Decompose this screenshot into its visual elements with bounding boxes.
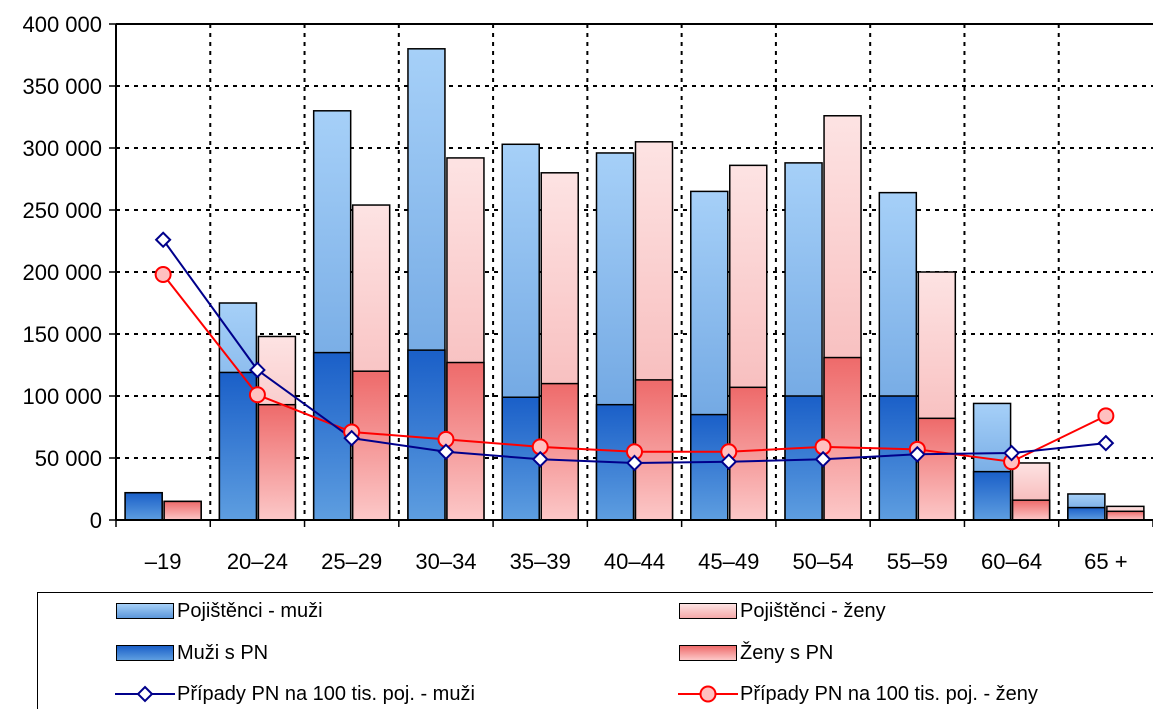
x-tick-label: –19 [145,549,182,574]
y-tick-label: 250 000 [22,198,102,223]
y-tick-label: 150 000 [22,322,102,347]
bar-pn-men [125,493,162,520]
x-tick-label: 45–49 [698,549,759,574]
chart: 0 50 000 100 000 150 000 200 000 250 000 300 0… [0,0,1153,592]
y-tick-label: 200 000 [22,260,102,285]
y-tick-label: 300 000 [22,136,102,161]
y-tick-label: 0 [90,508,102,533]
point-rate-women [250,387,265,402]
bar-pn-women [353,371,390,520]
point-rate-women [1098,408,1113,423]
legend-label-rate-men: Případy PN na 100 tis. poj. - muži [177,683,475,706]
x-tick-label: 40–44 [604,549,665,574]
bar-pn-women [824,358,861,520]
legend-item-ins-women: Pojištěnci - ženy [678,598,886,624]
x-tick-label: 65 + [1084,549,1127,574]
legend-item-pn-men: Muži s PN [115,640,268,666]
legend-label-pn-men: Muži s PN [177,642,268,665]
legend-item-rate-women: Případy PN na 100 tis. poj. - ženy [678,681,1038,707]
bar-pn-women [918,418,955,520]
x-tick-label: 30–34 [415,549,476,574]
legend-item-rate-men: Případy PN na 100 tis. poj. - muži [115,681,475,707]
legend-marker-rate-women [678,684,738,704]
bar-pn-women [164,501,201,520]
bar-pn-men [691,415,728,520]
x-tick-label: 55–59 [887,549,948,574]
bar-pn-women [258,405,295,520]
x-tick-label: 50–54 [792,549,853,574]
legend-swatch-pn-women [679,645,737,661]
legend-swatch-ins-women [679,603,737,619]
legend-label-pn-women: Ženy s PN [740,642,833,665]
bar-pn-men [879,396,916,520]
legend-item-pn-women: Ženy s PN [678,640,833,666]
point-rate-men [1099,436,1113,450]
bar-pn-men [974,472,1011,520]
legend-label-rate-women: Případy PN na 100 tis. poj. - ženy [740,683,1038,706]
legend-swatch-ins-men [116,603,174,619]
x-tick-label: 60–64 [981,549,1042,574]
x-tick-label: 35–39 [510,549,571,574]
legend-marker-rate-men [115,684,175,704]
bar-pn-men [1068,508,1105,520]
y-tick-label: 100 000 [22,384,102,409]
y-tick-label: 50 000 [35,446,102,471]
x-tick-label: 25–29 [321,549,382,574]
bar-pn-women [1013,500,1050,520]
legend-label-ins-men: Pojištěnci - muži [177,600,323,623]
x-tick-label: 20–24 [227,549,288,574]
y-tick-label: 400 000 [22,12,102,37]
y-tick-label: 350 000 [22,74,102,99]
point-rate-women [156,267,171,282]
lines [156,233,1114,470]
legend-item-ins-men: Pojištěnci - muži [115,598,323,624]
legend: Pojištěnci - muži Pojištěnci - ženy Muži… [37,592,1153,709]
legend-swatch-pn-men [116,645,174,661]
point-rate-men [156,233,170,247]
legend-label-ins-women: Pojištěnci - ženy [740,600,886,623]
bar-pn-women [1107,511,1144,520]
